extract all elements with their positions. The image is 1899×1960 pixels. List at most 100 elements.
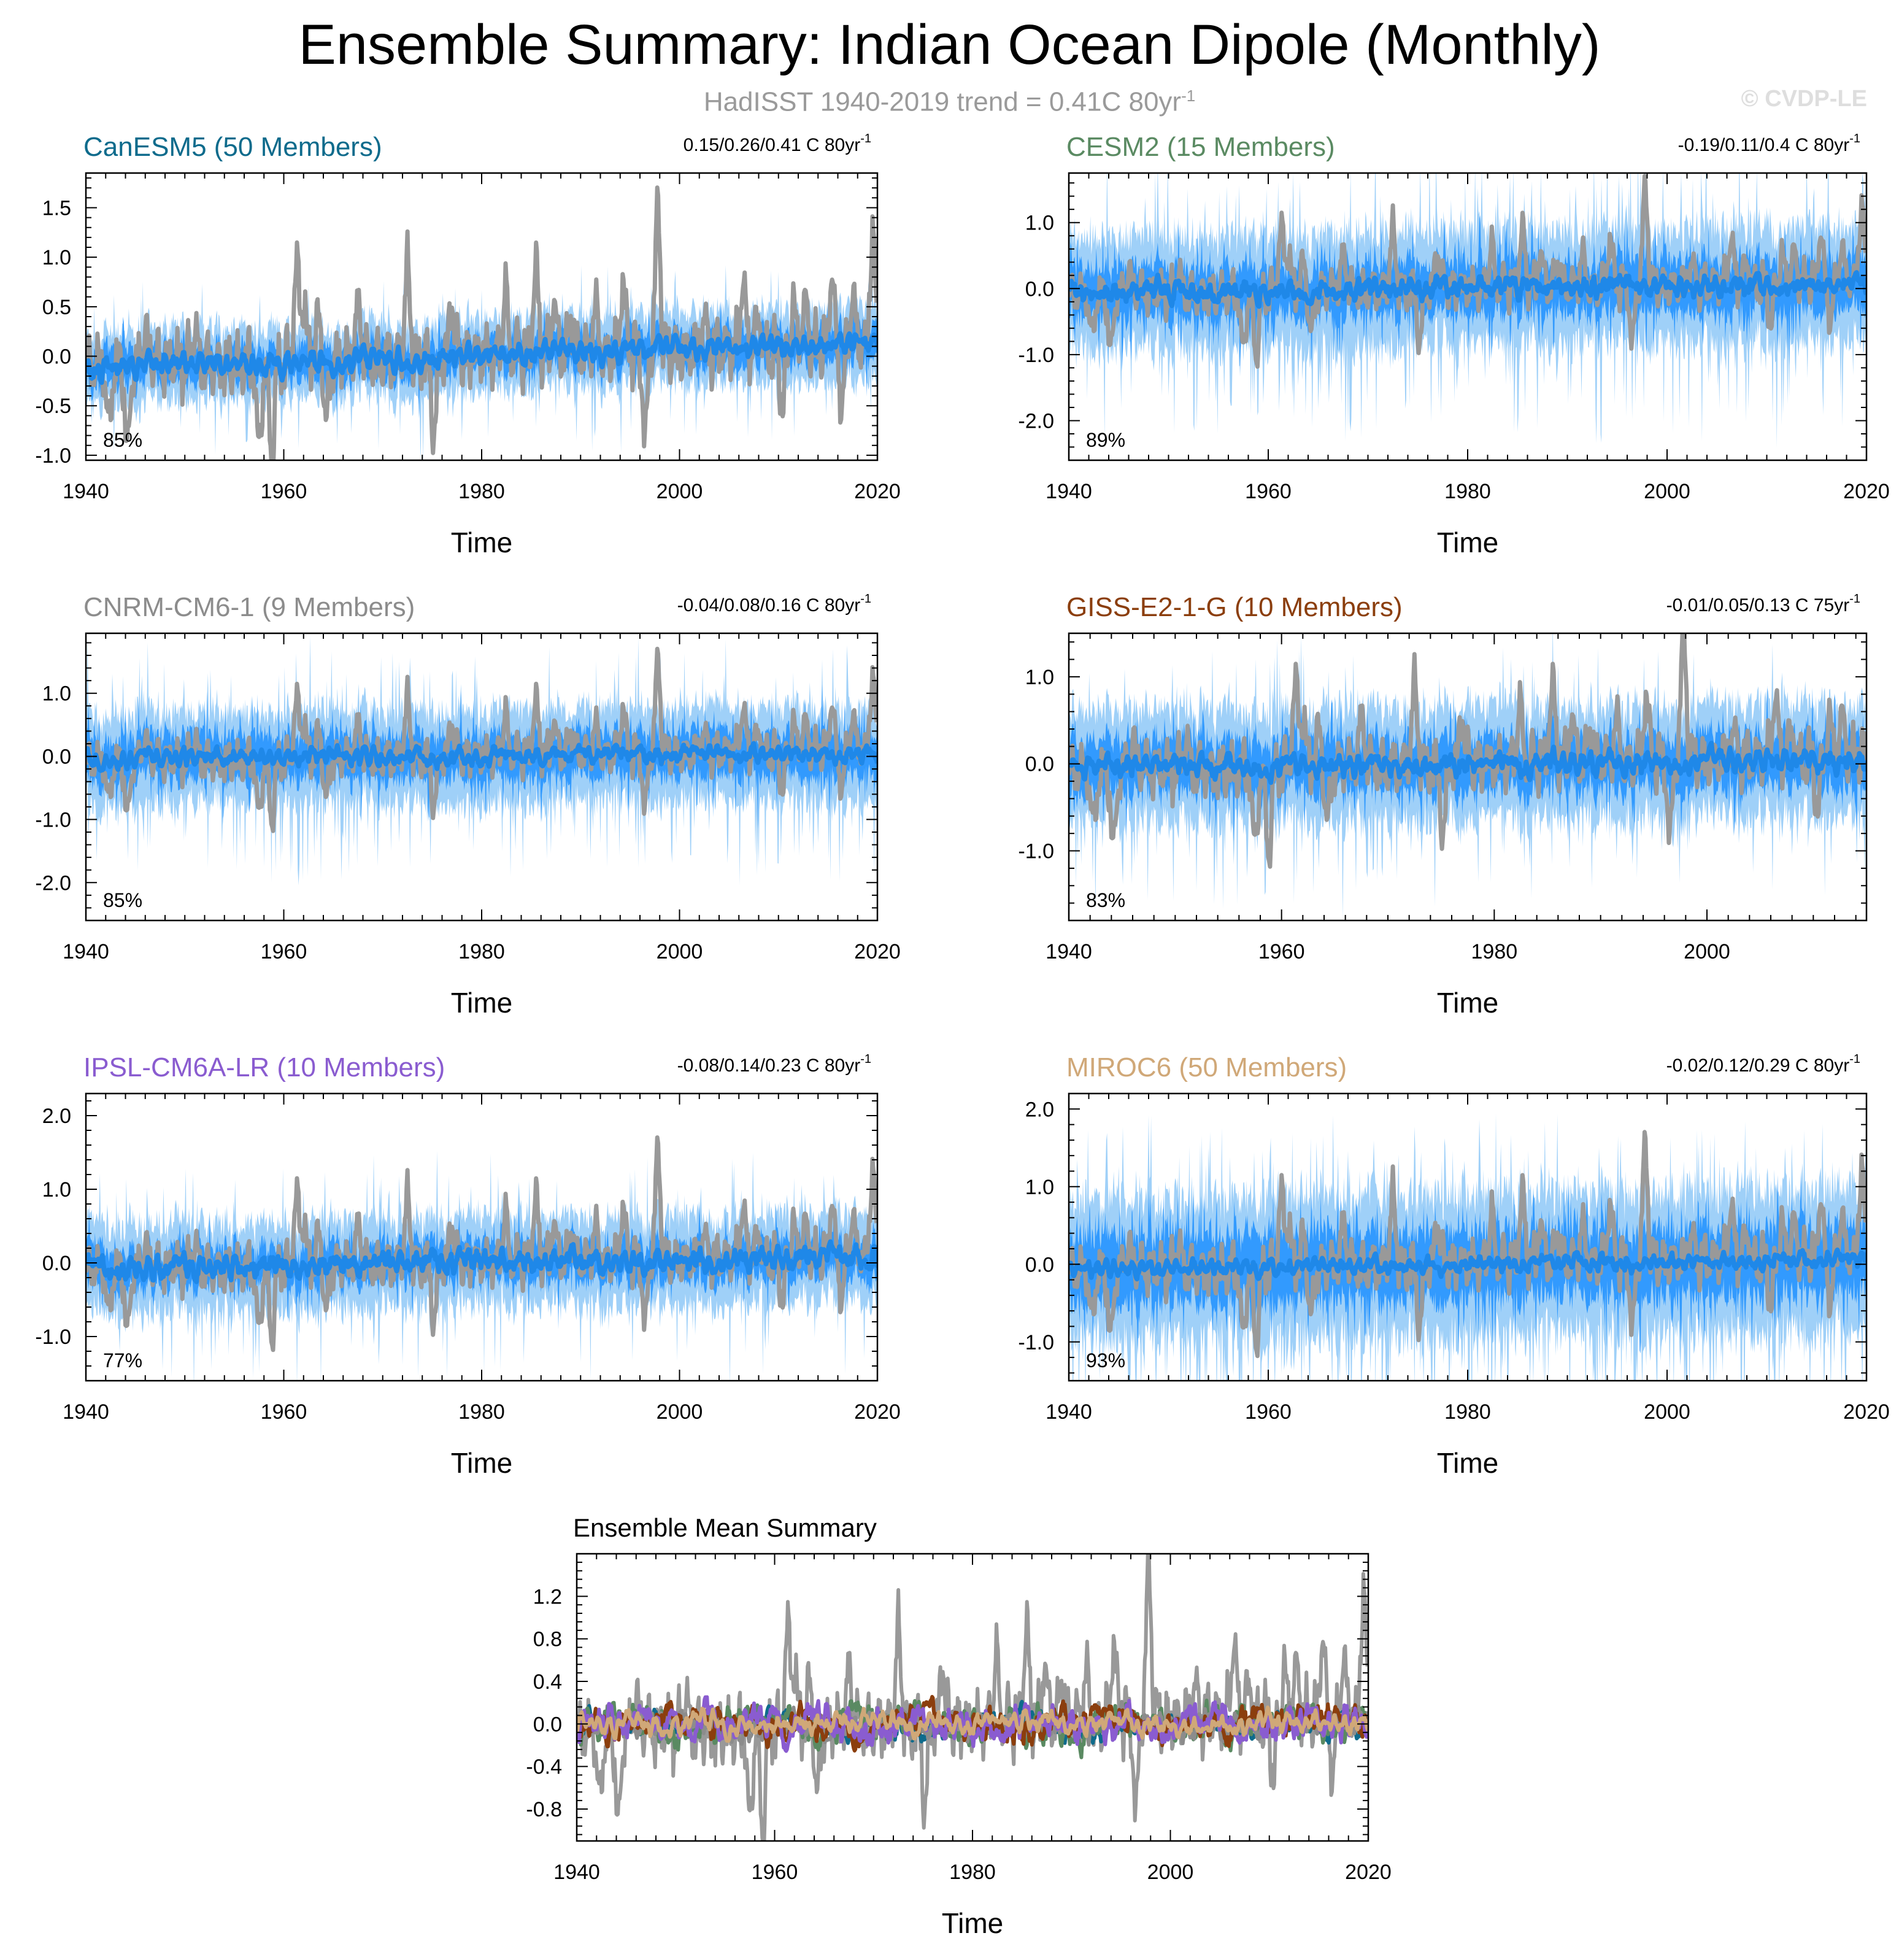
y-tick-label: 0.5 <box>42 296 71 319</box>
y-tick-label: 1.0 <box>42 682 71 706</box>
panel-title: CanESM5 (50 Members) <box>83 132 382 162</box>
panel-canesm5: 1940 1960 1980 2000 2020 -1.0 -0.5 0.0 0.5 1.0 1.5… <box>35 132 900 558</box>
x-tick-label: 1940 <box>63 480 109 503</box>
plot-area <box>86 185 877 460</box>
x-tick-label: 2020 <box>1345 1861 1392 1884</box>
y-tick-label: 1.0 <box>1025 212 1054 235</box>
x-tick-label: 2000 <box>657 480 703 503</box>
observed-series-line <box>1069 1130 1866 1359</box>
trend-label-text: -0.02/0.12/0.29 C 80yr <box>1666 1055 1850 1076</box>
figure-title: Ensemble Summary: Indian Ocean Dipole (M… <box>298 14 1601 76</box>
x-axis-label: Time <box>942 1907 1004 1939</box>
model-mean-line-miroc6 <box>577 1705 1368 1743</box>
figure-subtitle: HadISST 1940-2019 trend = 0.41C 80yr-1 <box>0 79 1899 120</box>
y-tick-label: -1.0 <box>1018 1331 1054 1354</box>
x-tick-label: 2020 <box>854 480 901 503</box>
y-tick-label: 0.0 <box>533 1713 562 1736</box>
panel-cnrm-cm6-1: 1940 1960 1980 2000 2020 -2.0 -1.0 0.0 1.0 Time CN… <box>35 592 900 1019</box>
y-tick-label: 1.2 <box>533 1585 562 1608</box>
y-tick-label: -2.0 <box>1018 409 1054 433</box>
trend-label: -0.01/0.05/0.13 C 75yr-1 <box>1666 592 1860 615</box>
x-tick-label: 2020 <box>854 1400 901 1424</box>
y-tick-label: -2.0 <box>35 871 71 895</box>
y-tick-label: 1.0 <box>1025 666 1054 689</box>
percent-label: 85% <box>103 889 142 911</box>
x-tick-label: 2020 <box>1843 1400 1890 1424</box>
trend-label-text: -0.01/0.05/0.13 C 75yr <box>1666 595 1850 615</box>
ensemble-mean-line <box>86 331 877 385</box>
percent-label: 89% <box>1086 429 1125 451</box>
trend-label: -0.19/0.11/0.4 C 80yr-1 <box>1678 132 1860 155</box>
ensemble-mean-line <box>86 1239 877 1284</box>
panel-title: IPSL-CM6A-LR (10 Members) <box>83 1052 445 1082</box>
x-tick-label: 1960 <box>1258 940 1305 963</box>
panel-ensemble-mean-summary: 1940 1960 1980 2000 2020 -0.8 -0.4 0.0 0.4 0.8 1.2… <box>526 1513 1391 1939</box>
panel-title: Ensemble Mean Summary <box>573 1513 877 1542</box>
panel-giss-e2-1-g: 1940 1960 1980 2000 -1.0 0.0 1.0 Time GISS-E2-1-… <box>1018 592 1868 1019</box>
y-tick-label: -0.5 <box>35 395 71 418</box>
trend-label-text: -0.08/0.14/0.23 C 80yr <box>677 1055 861 1076</box>
x-tick-label: 1980 <box>1444 480 1491 503</box>
credit-watermark: © CVDP-LE <box>1741 86 1867 112</box>
observed-series-line <box>86 1135 877 1352</box>
x-tick-label: 1940 <box>553 1861 600 1884</box>
y-tick-label: 0.0 <box>1025 1253 1054 1276</box>
panel-title: MIROC6 (50 Members) <box>1066 1052 1347 1082</box>
x-tick-label: 1980 <box>458 1400 505 1424</box>
plot-area <box>86 1135 877 1381</box>
x-tick-label: 1940 <box>1046 940 1092 963</box>
y-tick-label: 1.0 <box>42 246 71 269</box>
ensemble-mean-line <box>1069 1247 1866 1282</box>
observed-series-line <box>1069 174 1866 369</box>
trend-label-text: 0.15/0.26/0.41 C 80yr <box>684 135 861 155</box>
y-tick-label: 1.0 <box>42 1178 71 1202</box>
x-axis-label: Time <box>451 1447 513 1479</box>
x-tick-label: 1960 <box>261 480 307 503</box>
y-tick-label: 0.0 <box>1025 753 1054 776</box>
trend-label: -0.04/0.08/0.16 C 80yr-1 <box>677 592 871 615</box>
panel-title: CESM2 (15 Members) <box>1066 132 1335 162</box>
trend-label-superscript: -1 <box>860 1052 871 1066</box>
panel-cesm2: 1940 1960 1980 2000 2020 -2.0 -1.0 0.0 1.0 Time CE… <box>1018 132 1889 558</box>
model-mean-line-ipsl-cm6a-lr <box>577 1695 1368 1753</box>
percent-label: 83% <box>1086 889 1125 911</box>
x-axis-label: Time <box>1437 1447 1499 1479</box>
x-tick-label: 1980 <box>949 1861 996 1884</box>
trend-label-superscript: -1 <box>1849 1052 1860 1066</box>
x-tick-label: 1980 <box>458 480 505 503</box>
y-tick-label: 0.4 <box>533 1670 562 1694</box>
x-tick-label: 1940 <box>63 940 109 963</box>
trend-label-superscript: -1 <box>860 592 871 606</box>
x-tick-label: 1960 <box>752 1861 798 1884</box>
x-tick-label: 1960 <box>261 1400 307 1424</box>
y-tick-label: 0.8 <box>533 1628 562 1651</box>
y-tick-label: -0.8 <box>526 1798 562 1821</box>
plot-area <box>1069 173 1866 448</box>
x-tick-label: 2000 <box>657 940 703 963</box>
plot-frame <box>1068 632 1868 922</box>
y-tick-label: -1.0 <box>35 1325 71 1349</box>
trend-label: -0.08/0.14/0.23 C 80yr-1 <box>677 1052 871 1076</box>
y-tick-label: 0.0 <box>42 345 71 369</box>
y-tick-label: -1.0 <box>35 808 71 831</box>
y-tick-label: 2.0 <box>1025 1098 1054 1121</box>
trend-label-text: -0.19/0.11/0.4 C 80yr <box>1678 135 1850 155</box>
x-axis-label: Time <box>1437 527 1499 558</box>
ensemble-mean-line <box>1069 741 1866 785</box>
x-tick-label: 1960 <box>1245 1400 1292 1424</box>
observed-series-line <box>577 1554 1368 1841</box>
y-tick-label: -0.4 <box>526 1756 562 1779</box>
ensemble-mean-line <box>86 741 877 773</box>
panel-miroc6: 1940 1960 1980 2000 2020 -1.0 0.0 1.0 2.0 Time MIR… <box>1018 1052 1889 1479</box>
x-tick-label: 2020 <box>1843 480 1890 503</box>
plot-area <box>1069 633 1866 919</box>
y-tick-label: 0.0 <box>42 746 71 769</box>
percent-label: 93% <box>1086 1349 1125 1372</box>
y-tick-label: 2.0 <box>42 1105 71 1128</box>
y-tick-label: -1.0 <box>1018 840 1054 863</box>
trend-label-superscript: -1 <box>860 132 871 145</box>
subtitle-superscript: -1 <box>1181 87 1196 105</box>
x-tick-label: 1960 <box>1245 480 1292 503</box>
percent-label: 85% <box>103 429 142 451</box>
